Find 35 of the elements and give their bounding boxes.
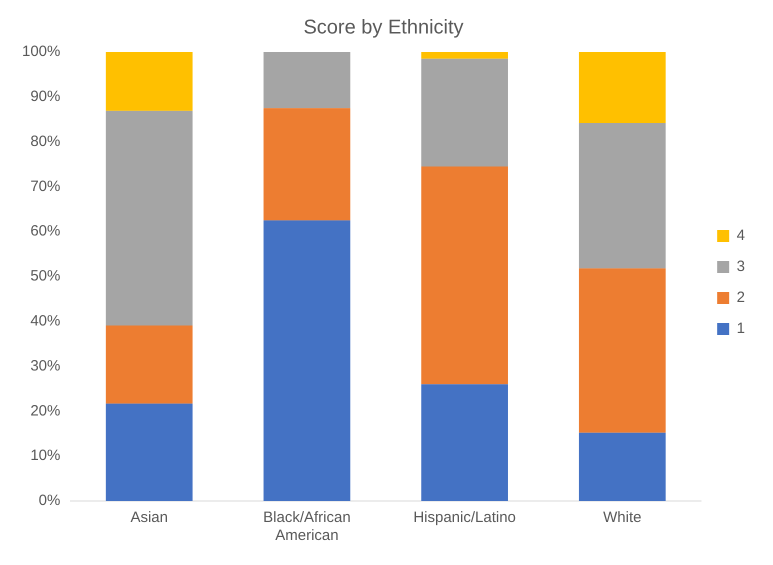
y-tick-label: 40% [30, 312, 60, 330]
x-tick-label: White [603, 509, 642, 526]
chart-title: Score by Ethnicity [303, 16, 464, 39]
bar [421, 384, 508, 501]
y-tick-label: 80% [30, 132, 60, 150]
y-tick-label: 20% [30, 402, 60, 420]
bar [578, 52, 666, 123]
y-tick-label: 70% [30, 178, 60, 195]
bar [264, 108, 350, 220]
y-tick-label: 30% [30, 357, 60, 374]
legend-label: 2 [736, 289, 745, 306]
bar [264, 220, 350, 501]
y-tick-label: 100% [22, 43, 60, 60]
bar [106, 52, 193, 111]
y-tick-label: 50% [30, 268, 60, 285]
bar [421, 52, 508, 59]
bar [106, 325, 193, 404]
y-tick-label: 90% [30, 88, 60, 106]
x-tick-label: Hispanic/Latino [413, 509, 516, 526]
bar [578, 122, 666, 268]
y-tick-label: 10% [30, 447, 60, 464]
x-tick-label: Black/African American [263, 509, 351, 544]
bar [421, 58, 508, 166]
legend-label: 1 [736, 320, 745, 338]
bar [421, 166, 508, 384]
bar [106, 404, 193, 501]
bar [106, 110, 193, 326]
legend-label: 4 [736, 227, 745, 244]
legend-label: 3 [736, 258, 745, 276]
y-tick-label: 60% [30, 222, 60, 240]
bar [578, 268, 666, 433]
y-tick-label: 0% [38, 492, 60, 510]
bar [578, 432, 666, 501]
bar [264, 52, 350, 108]
x-tick-label: Asian [130, 509, 168, 526]
